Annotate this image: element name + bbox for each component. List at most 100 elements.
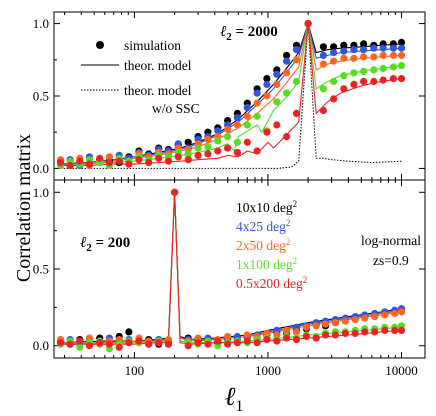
point-top-4-4 (96, 154, 104, 162)
point-bottom-4-6 (115, 343, 123, 351)
point-top-3-31 (370, 66, 378, 74)
point-bottom-4-21 (263, 336, 271, 344)
point-top-3-32 (379, 64, 387, 73)
point-top-2-24 (292, 56, 301, 64)
point-top-4-22 (273, 121, 281, 129)
legend-simulation-marker (96, 41, 104, 49)
point-top-4-32 (379, 76, 387, 84)
point-top-1-29 (350, 46, 358, 54)
point-top-3-20 (253, 112, 261, 120)
point-top-4-34 (397, 75, 406, 83)
legend-note-lognormal: log-normal (361, 233, 421, 248)
point-top-4-18 (233, 148, 241, 157)
point-bottom-4-7 (125, 339, 133, 347)
point-top-0-26 (319, 43, 327, 51)
theory-line-bottom-1 (60, 192, 402, 344)
point-top-1-33 (389, 44, 397, 52)
point-bottom-2-31 (361, 314, 369, 322)
point-top-4-8 (135, 156, 143, 164)
point-bottom-4-9 (145, 340, 153, 348)
point-bottom-4-4 (96, 339, 104, 347)
point-bottom-4-17 (224, 340, 232, 348)
point-top-3-29 (350, 69, 358, 77)
point-bottom-4-19 (243, 337, 251, 345)
point-top-0-13 (184, 138, 192, 146)
point-top-1-22 (273, 70, 281, 78)
point-bottom-4-29 (341, 329, 349, 337)
point-top-2-18 (233, 121, 241, 129)
point-top-3-14 (194, 144, 202, 152)
point-bottom-4-26 (312, 334, 320, 342)
point-top-3-13 (184, 150, 192, 158)
point-top-4-9 (145, 159, 153, 167)
point-top-2-20 (253, 99, 261, 107)
point-top-3-19 (243, 121, 251, 129)
y-tick-label-bottom-1: 0.5 (33, 262, 49, 277)
point-top-2-22 (273, 80, 281, 88)
point-top-1-18 (233, 114, 241, 122)
x-axis-title: ℓ1 (225, 382, 244, 415)
point-top-4-3 (85, 160, 93, 168)
point-bottom-4-14 (194, 339, 202, 347)
point-bottom-4-18 (233, 339, 241, 347)
panel-bottom-label: ℓ2 = 200 (80, 235, 130, 254)
y-tick-label-top-0: 0.0 (33, 161, 49, 176)
point-top-0-21 (263, 75, 271, 83)
point-bottom-4-1 (66, 340, 74, 348)
legend-shape-3: 1x100 deg2 (236, 256, 297, 272)
point-bottom-3-2 (76, 343, 84, 351)
x-tick-label-0: 100 (125, 363, 145, 378)
point-top-4-30 (360, 77, 368, 86)
legend-nossc-label-2: w/o SSC (152, 101, 200, 116)
point-top-1-16 (214, 127, 222, 135)
point-top-4-24 (292, 109, 301, 117)
theory-line-bottom-4 (60, 192, 402, 345)
point-bottom-4-0 (57, 339, 65, 347)
point-bottom-4-24 (292, 336, 301, 344)
point-top-3-16 (214, 137, 222, 145)
point-bottom-2-34 (391, 309, 399, 318)
point-bottom-2-17 (224, 332, 232, 341)
legend-shape-0: 10x10 deg2 (236, 199, 297, 215)
point-top-1-30 (360, 46, 368, 54)
point-bottom-4-25 (302, 332, 310, 341)
point-top-2-28 (340, 54, 348, 62)
y-tick-label-top-2: 1.0 (33, 16, 49, 31)
point-bottom-4-15 (204, 340, 212, 348)
point-top-3-28 (340, 72, 348, 80)
top-legend: simulation theor. model theor. model w/o… (81, 38, 200, 116)
point-top-0-34 (397, 38, 406, 47)
point-top-4-33 (389, 75, 397, 83)
point-top-4-0 (57, 159, 65, 167)
point-bottom-4-30 (351, 329, 359, 337)
point-top-1-34 (397, 44, 406, 52)
point-top-3-22 (273, 98, 281, 106)
point-bottom-2-33 (381, 311, 389, 319)
point-top-0-27 (330, 43, 338, 51)
point-top-2-29 (350, 54, 358, 62)
point-top-3-15 (204, 143, 212, 151)
legend-note-zs: zs=0.9 (373, 253, 409, 268)
point-top-0-28 (340, 41, 348, 49)
point-top-4-27 (330, 95, 338, 103)
bottom-legend: 10x10 deg2 4x25 deg2 2x50 deg2 1x100 deg… (236, 199, 421, 291)
point-bottom-2-26 (312, 322, 320, 330)
nossc-line-top (60, 23, 402, 169)
point-bottom-4-35 (397, 326, 406, 334)
point-top-3-17 (224, 133, 232, 141)
point-bottom-4-2 (76, 337, 84, 345)
point-top-4-29 (350, 80, 358, 88)
point-top-3-34 (397, 62, 406, 70)
point-bottom-2-35 (397, 308, 406, 316)
point-bottom-4-10 (155, 339, 163, 347)
point-top-1-26 (319, 51, 327, 60)
point-bottom-4-3 (85, 342, 93, 350)
point-top-4-16 (214, 147, 222, 155)
point-top-2-17 (224, 125, 232, 133)
theory-line-bottom-2 (60, 192, 402, 344)
point-top-3-18 (233, 138, 241, 146)
legend-theory-label: theor. model (124, 58, 192, 73)
point-top-4-2 (76, 157, 84, 165)
point-top-4-20 (253, 147, 261, 155)
